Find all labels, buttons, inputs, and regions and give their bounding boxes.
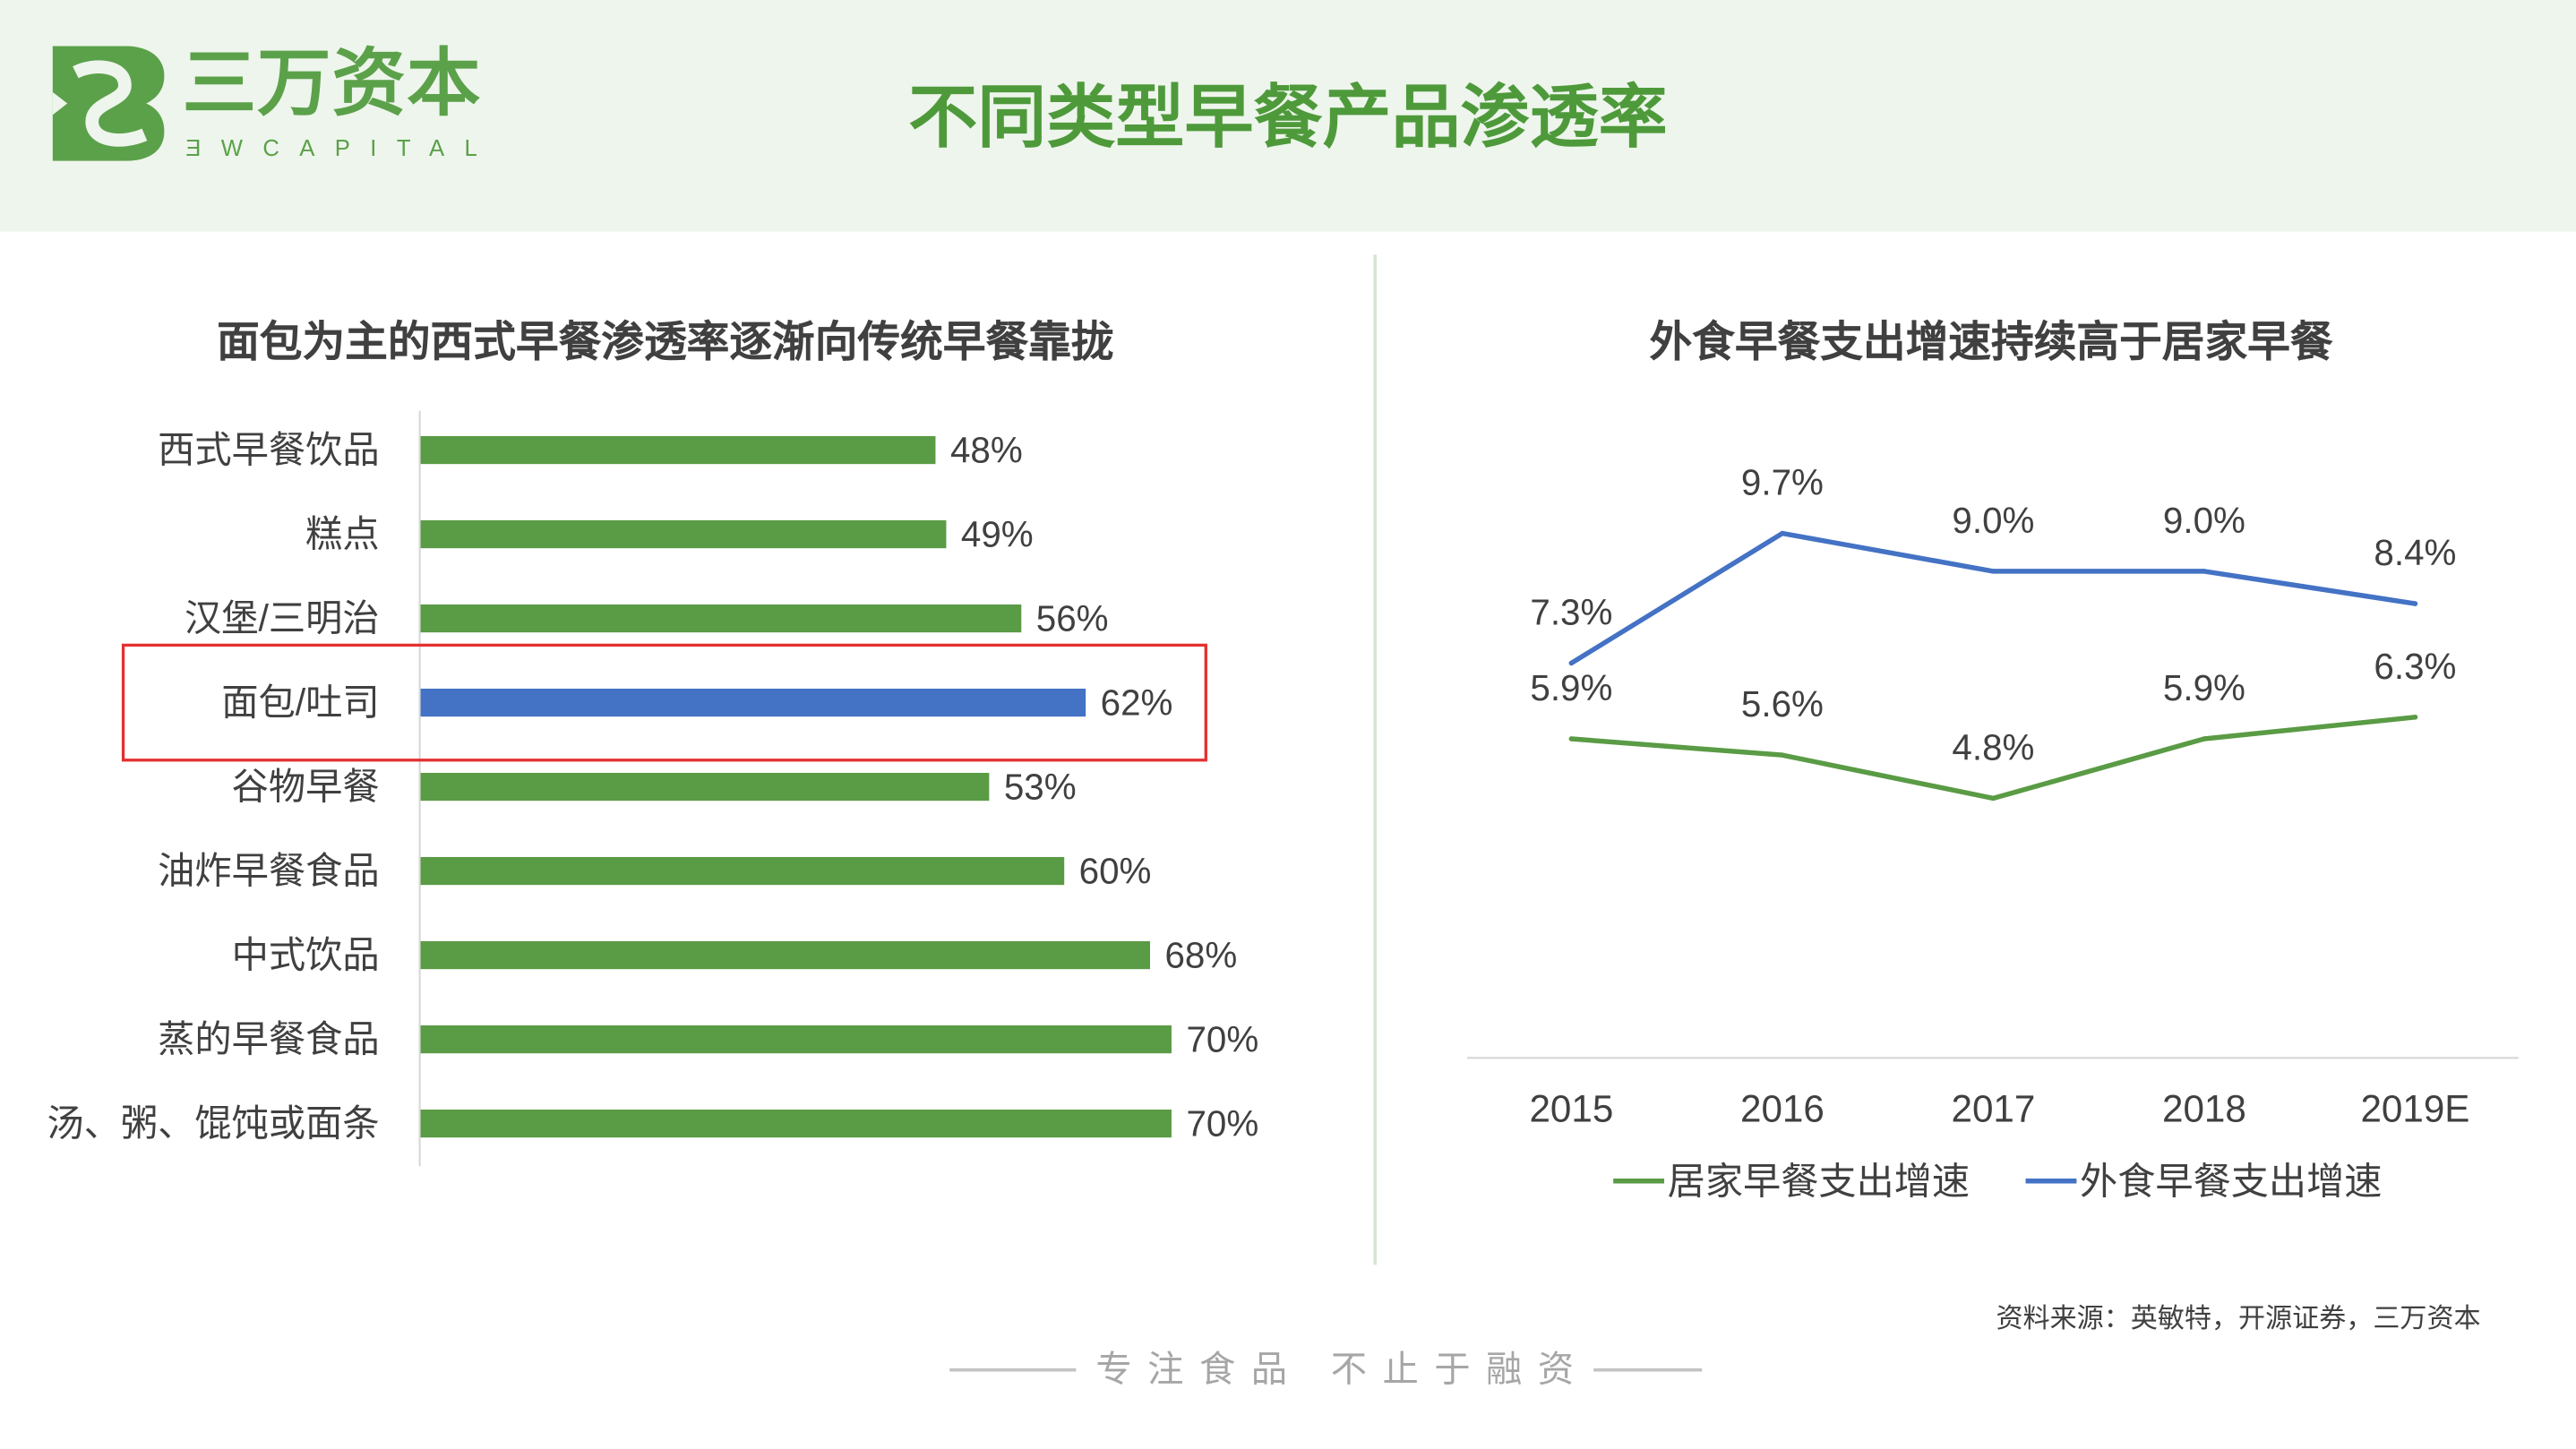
x-tick-label: 2017 bbox=[1952, 1088, 2036, 1130]
data-point bbox=[1990, 569, 1996, 574]
series-line-1 bbox=[1568, 530, 2418, 666]
bar bbox=[420, 435, 936, 465]
legend-label: 居家早餐支出增速 bbox=[1668, 1160, 1970, 1202]
sanwan-logo-mark-icon bbox=[52, 46, 165, 161]
slogan-part-left: 专注食品 bbox=[1095, 1348, 1303, 1390]
slogan-divider-right bbox=[1593, 1368, 1703, 1371]
data-label: 4.8% bbox=[1952, 727, 2034, 768]
data-label: 68% bbox=[1165, 935, 1238, 976]
data-label: 5.9% bbox=[1530, 667, 1612, 708]
data-point bbox=[1568, 736, 1575, 742]
slogan-divider-left bbox=[949, 1368, 1077, 1371]
category-label: 谷物早餐 bbox=[232, 767, 380, 808]
line-chart-title: 外食早餐支出增速持续高于居家早餐 bbox=[1649, 316, 2333, 367]
data-point bbox=[1990, 795, 1996, 802]
data-label: 9.0% bbox=[1952, 500, 2034, 541]
data-point bbox=[2202, 569, 2207, 574]
bar-highlighted bbox=[420, 688, 1086, 717]
data-point bbox=[1568, 660, 1575, 666]
category-label: 蒸的早餐食品 bbox=[158, 1019, 380, 1060]
legend-label: 外食早餐支出增速 bbox=[2080, 1160, 2382, 1202]
data-label: 70% bbox=[1186, 1103, 1258, 1145]
category-label: 汉堡/三明治 bbox=[185, 598, 380, 639]
data-label: 53% bbox=[1004, 767, 1077, 808]
bar-chart-marks: 西式早餐饮品 48% 糕点 49% 汉堡/三明治 56% 面包/吐司 62% 谷物早餐 53% 油炸… bbox=[47, 410, 1258, 1167]
x-tick-label: 2018 bbox=[2162, 1088, 2246, 1130]
category-label: 油炸早餐食品 bbox=[158, 851, 380, 892]
data-label: 9.0% bbox=[2163, 500, 2245, 541]
bar bbox=[420, 1109, 1172, 1138]
logo-name: 三万资本 bbox=[182, 40, 482, 125]
vertical-divider bbox=[1373, 254, 1378, 1265]
category-label: 汤、粥、馄饨或面条 bbox=[47, 1103, 379, 1145]
category-label: 西式早餐饮品 bbox=[158, 430, 380, 471]
data-label: 8.4% bbox=[2374, 532, 2456, 573]
x-tick-label: 2019E bbox=[2360, 1088, 2469, 1130]
data-point bbox=[2412, 601, 2418, 606]
data-point bbox=[2202, 736, 2207, 742]
data-point bbox=[2412, 715, 2418, 720]
bar bbox=[420, 519, 947, 549]
data-label: 48% bbox=[950, 430, 1023, 471]
header-band: 三万资本 ƎWCAPITAL 不同类型早餐产品渗透率 bbox=[0, 0, 2576, 232]
data-label: 7.3% bbox=[1530, 592, 1612, 633]
x-tick-label: 2015 bbox=[1529, 1088, 1613, 1130]
source-note: 资料来源：英敏特，开源证券，三万资本 bbox=[1996, 1304, 2481, 1334]
bar bbox=[420, 772, 990, 802]
data-label: 9.7% bbox=[1741, 462, 1824, 503]
data-label: 62% bbox=[1101, 682, 1173, 724]
data-label: 56% bbox=[1036, 598, 1109, 639]
data-label: 70% bbox=[1186, 1019, 1258, 1060]
line-chart-marks: 2015 2016 2017 2018 2019E 5.9% 5.6% 4.8% 5.9% 6.3… bbox=[1466, 462, 2519, 1202]
page-title: 不同类型早餐产品渗透率 bbox=[908, 79, 1668, 157]
bar bbox=[420, 1025, 1172, 1054]
category-label: 中式饮品 bbox=[232, 935, 380, 976]
data-label: 5.6% bbox=[1741, 683, 1824, 724]
data-point bbox=[1780, 530, 1785, 536]
x-tick-label: 2016 bbox=[1740, 1088, 1825, 1130]
bar bbox=[420, 940, 1151, 970]
data-label: 60% bbox=[1079, 851, 1152, 892]
bar bbox=[420, 604, 1022, 633]
bar-chart-title: 面包为主的西式早餐渗透率逐渐向传统早餐靠拢 bbox=[217, 316, 1114, 367]
category-label: 糕点 bbox=[305, 514, 380, 555]
slogan-part-right: 不止于融资 bbox=[1330, 1348, 1590, 1390]
data-label: 49% bbox=[961, 514, 1034, 555]
data-point bbox=[1780, 752, 1785, 758]
data-label: 5.9% bbox=[2163, 667, 2245, 708]
data-label: 6.3% bbox=[2374, 646, 2456, 687]
highlight-box bbox=[121, 643, 1207, 762]
bar bbox=[420, 856, 1065, 886]
logo-tagline: ƎWCAPITAL bbox=[185, 134, 498, 161]
category-label: 面包/吐司 bbox=[221, 682, 379, 724]
